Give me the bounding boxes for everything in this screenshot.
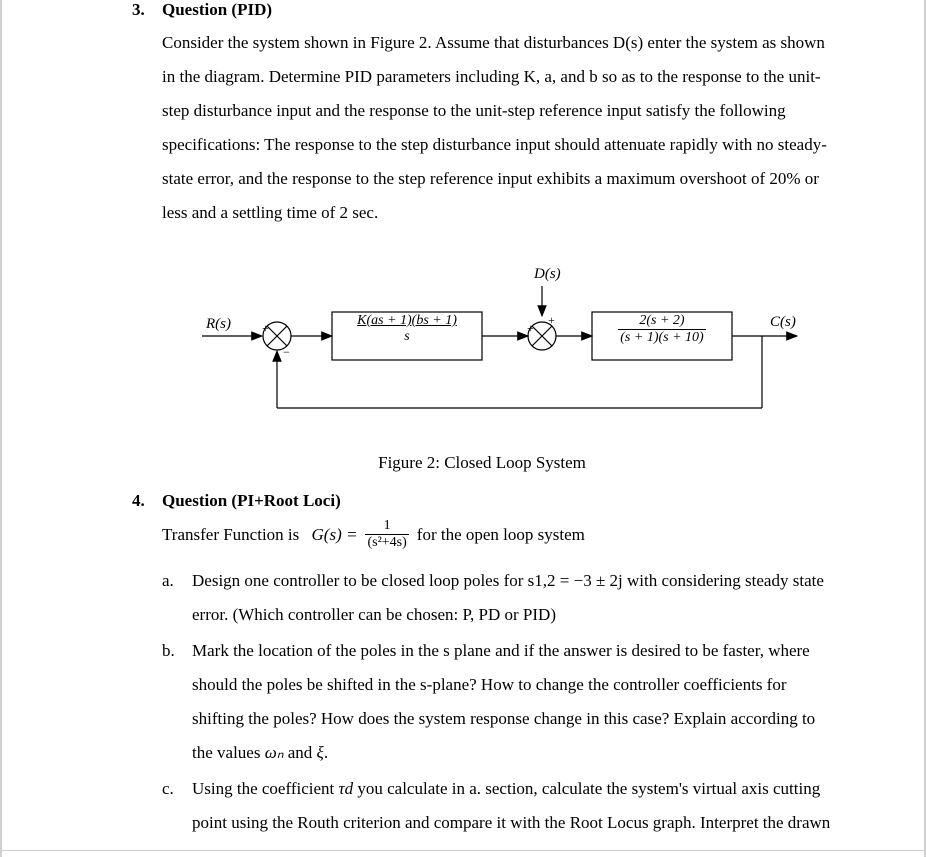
q4-item-b: b. Mark the location of the poles in the… <box>162 634 834 770</box>
tf-den: (s²+4s) <box>365 534 408 550</box>
svg-text:+: + <box>527 321 534 335</box>
signal-D-label: D(s) <box>533 266 561 282</box>
q4-heading: 4. Question (PI+Root Loci) <box>132 491 834 511</box>
tf-tail: for the open loop system <box>417 525 585 545</box>
q3-heading: 3. Question (PID) <box>132 0 834 20</box>
q4-transfer-function: Transfer Function is G(s) = 1 (s²+4s) fo… <box>162 519 834 550</box>
tf-label: Transfer Function is <box>162 525 299 545</box>
q3-number: 3. <box>132 0 150 20</box>
tf-num: 1 <box>382 519 393 534</box>
plant-denominator: (s + 1)(s + 10) <box>618 329 705 345</box>
svg-text:+: + <box>262 321 269 335</box>
figure-2-caption: Figure 2: Closed Loop System <box>162 453 802 473</box>
pid-denominator: s <box>404 329 409 344</box>
q4-item-a: a. Design one controller to be closed lo… <box>162 564 834 632</box>
svg-text:−: − <box>283 345 290 359</box>
q4-number: 4. <box>132 491 150 511</box>
q4-sublist: a. Design one controller to be closed lo… <box>162 564 834 857</box>
q4-item-c: c. Using the coefficient τd you calculat… <box>162 772 834 857</box>
signal-R-label: R(s) <box>205 316 231 332</box>
block-diagram-svg: D(s) R(s) + − K(as + 1)(bs + 1) s <box>162 258 802 438</box>
figure-2: D(s) R(s) + − K(as + 1)(bs + 1) s <box>162 258 802 443</box>
document-page: 3. Question (PID) Consider the system sh… <box>0 0 926 857</box>
q4-c-marker: c. <box>162 772 180 857</box>
q3-body: Consider the system shown in Figure 2. A… <box>162 26 834 230</box>
q3-title: Question (PID) <box>162 0 272 20</box>
plant-numerator: 2(s + 2) <box>637 314 686 329</box>
q4-a-text: Design one controller to be closed loop … <box>192 564 834 632</box>
svg-text:+: + <box>548 313 555 327</box>
q4-title: Question (PI+Root Loci) <box>162 491 341 511</box>
tf-G: G(s) = <box>312 525 358 545</box>
q4-b-marker: b. <box>162 634 180 770</box>
signal-C-label: C(s) <box>770 314 796 330</box>
q4-b-text: Mark the location of the poles in the s … <box>192 634 834 770</box>
q4-c-text: Using the coefficient τd you calculate i… <box>192 772 834 857</box>
q4-a-marker: a. <box>162 564 180 632</box>
pid-numerator: K(as + 1)(bs + 1) <box>355 314 459 329</box>
